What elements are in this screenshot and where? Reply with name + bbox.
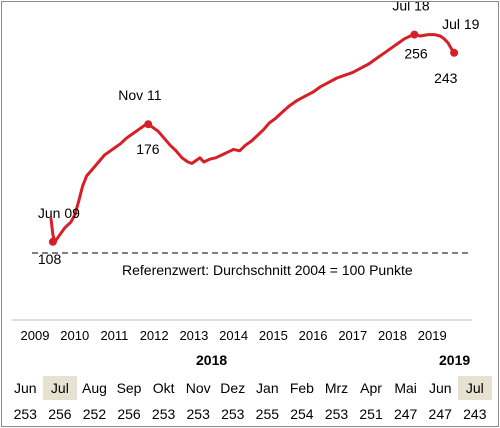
x-tick-label-2013: 2013 bbox=[179, 328, 208, 343]
annotation-jul-18: Jul 18 bbox=[392, 2, 430, 14]
annotation-value-jul-19: 243 bbox=[434, 70, 458, 86]
value-cell: 247 bbox=[393, 406, 418, 422]
month-row: Jun Jul Aug Sep Okt Nov Dez Jan Feb Mrz Apr Mai Jun J… bbox=[8, 376, 493, 400]
reference-label: Referenzwert: Durchschnitt 2004 = 100 Pu… bbox=[122, 262, 413, 278]
series-line bbox=[49, 33, 456, 244]
annotation-value-nov-11: 176 bbox=[136, 141, 160, 157]
x-tick-label-2015: 2015 bbox=[259, 328, 288, 343]
year-header-2019: 2019 bbox=[439, 352, 471, 368]
month-cell: Jun bbox=[14, 380, 37, 396]
value-cell: 255 bbox=[255, 406, 280, 422]
x-tick-label-2017: 2017 bbox=[338, 328, 367, 343]
value-cell: 253 bbox=[151, 406, 176, 422]
value-cell: 247 bbox=[428, 406, 452, 422]
x-tick-label-2012: 2012 bbox=[140, 328, 169, 343]
value-cell: 251 bbox=[359, 406, 383, 422]
month-cell: Feb bbox=[289, 380, 314, 396]
marker-jun-09 bbox=[48, 237, 57, 246]
marker-jul-18 bbox=[410, 30, 419, 39]
month-cell: Mai bbox=[394, 380, 417, 396]
x-tick-label-2019: 2019 bbox=[418, 328, 447, 343]
annotation-jun-09: Jun 09 bbox=[38, 205, 80, 221]
month-cell: Dez bbox=[220, 380, 246, 396]
value-cell: 253 bbox=[13, 406, 37, 422]
value-cell: 256 bbox=[48, 406, 72, 422]
annotation-value-jun-09: 108 bbox=[38, 251, 62, 267]
value-cell: 256 bbox=[117, 406, 141, 422]
value-row: 253 256 252 256 253 253 253 255 254 253 251 247 247 2… bbox=[8, 404, 492, 424]
month-cell: Aug bbox=[81, 380, 107, 396]
month-cell: Jan bbox=[256, 380, 279, 396]
x-tick-label-2009: 2009 bbox=[21, 328, 50, 343]
value-cell: 254 bbox=[290, 406, 314, 422]
value-cell: 243 bbox=[463, 406, 487, 422]
month-cell: Sep bbox=[116, 380, 142, 396]
month-cell: Okt bbox=[152, 380, 175, 396]
annotation-nov-11: Nov 11 bbox=[118, 87, 162, 103]
line-chart: Referenzwert: Durchschnitt 2004 = 100 Pu… bbox=[12, 2, 480, 343]
month-cell: Nov bbox=[185, 380, 211, 396]
annotation-jul-19: Jul 19 bbox=[442, 16, 480, 32]
marker-nov-11 bbox=[144, 120, 153, 129]
month-cell: Mrz bbox=[324, 380, 349, 396]
marker-jul-19 bbox=[450, 48, 459, 57]
x-tick-label-2010: 2010 bbox=[60, 328, 89, 343]
value-cell: 253 bbox=[221, 406, 245, 422]
x-tick-label-2014: 2014 bbox=[219, 328, 248, 343]
value-cell: 253 bbox=[186, 406, 210, 422]
annotation-value-jul-18: 256 bbox=[404, 46, 428, 62]
month-cell: Jun bbox=[428, 380, 452, 396]
value-cell: 253 bbox=[324, 406, 349, 422]
value-cell: 252 bbox=[82, 406, 107, 422]
month-cell: Apr bbox=[360, 380, 382, 396]
month-cell: Jul bbox=[457, 376, 493, 400]
year-header-2018: 2018 bbox=[196, 352, 228, 368]
x-tick-label-2016: 2016 bbox=[299, 328, 328, 343]
x-tick-label-2011: 2011 bbox=[100, 328, 128, 343]
month-cell: Jul bbox=[42, 376, 78, 400]
x-tick-label-2018: 2018 bbox=[378, 328, 407, 343]
